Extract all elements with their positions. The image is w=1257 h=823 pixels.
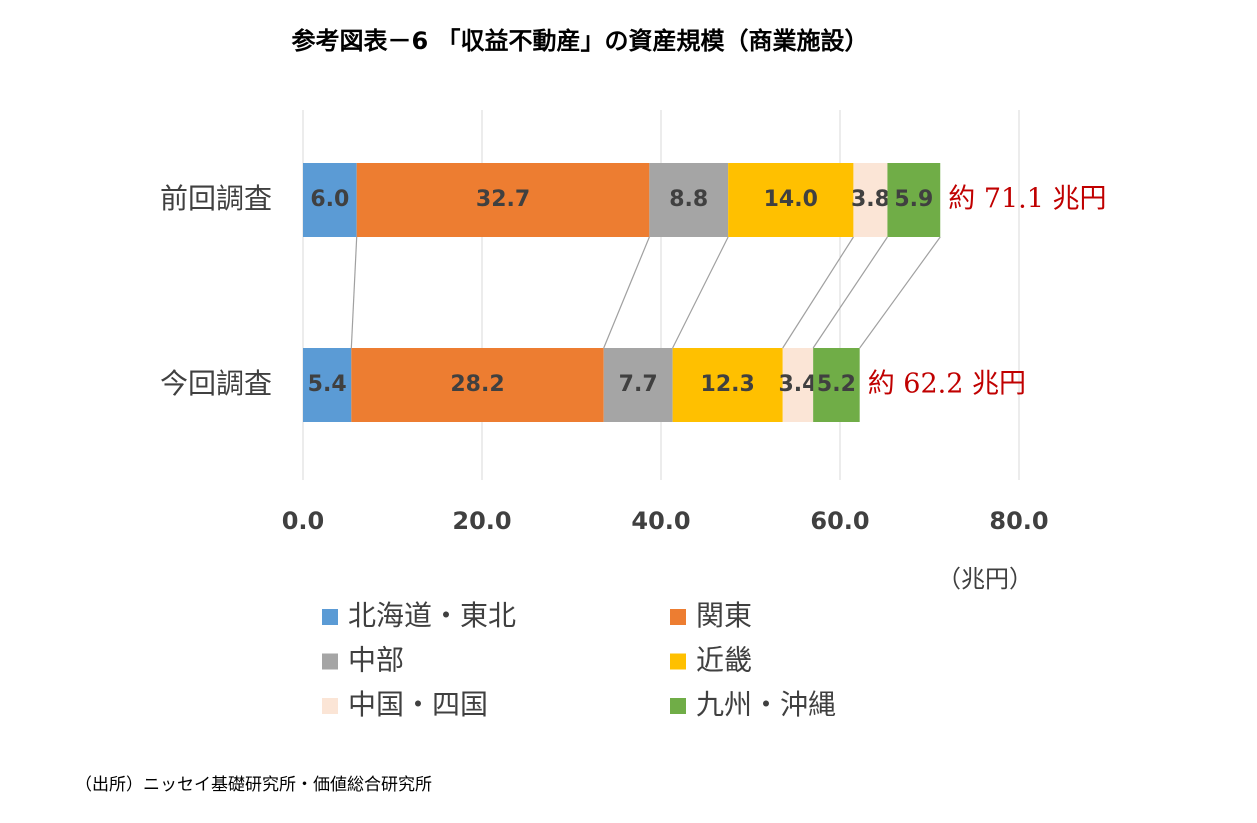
source: （出所）ニッセイ基礎研究所・価値総合研究所 [75, 775, 432, 795]
data-label: 5.2 [817, 372, 856, 397]
x-tick-label: 40.0 [631, 507, 690, 535]
bar [782, 348, 814, 422]
bar [356, 163, 650, 237]
x-unit: （兆円） [937, 565, 1033, 593]
connector-line [782, 236, 854, 349]
legend-label: 北海道・東北 [348, 599, 516, 632]
legend-swatch [670, 653, 686, 670]
connector-line [672, 236, 729, 349]
x-tick-label: 80.0 [989, 507, 1048, 535]
x-tick-label: 20.0 [452, 507, 511, 535]
legend-swatch [670, 609, 686, 625]
legend-label: 中部 [348, 644, 404, 677]
data-label: 12.3 [701, 372, 755, 397]
legend-swatch [670, 698, 686, 714]
bar [603, 348, 673, 422]
bar [351, 348, 604, 422]
data-label: 7.7 [619, 372, 658, 397]
legend-label: 近畿 [696, 644, 752, 677]
legend-swatch [322, 698, 338, 714]
data-label: 14.0 [764, 187, 818, 212]
bar [853, 163, 888, 237]
bar [887, 163, 941, 237]
connector-line [603, 236, 650, 349]
data-label: 5.9 [894, 187, 933, 212]
x-tick-label: 0.0 [282, 507, 325, 535]
bar [303, 348, 352, 422]
chart-title: 参考図表－6 「収益不動産」の資産規模（商業施設） [291, 27, 868, 55]
data-label: 8.8 [669, 187, 708, 212]
y-tick-label: 今回調査 [160, 367, 272, 400]
legend-label: 中国・四国 [348, 688, 488, 721]
legend-label: 関東 [696, 599, 752, 632]
data-label: 32.7 [476, 187, 530, 212]
data-label: 28.2 [450, 372, 504, 397]
connector-line [350, 236, 358, 349]
legend-swatch [322, 653, 338, 670]
data-label: 5.4 [308, 372, 347, 397]
bar [303, 163, 357, 237]
data-label: 6.0 [310, 187, 349, 212]
bar [672, 348, 783, 422]
legend-label: 九州・沖縄 [696, 688, 836, 721]
connector-line [859, 236, 941, 349]
legend-swatch [322, 609, 338, 625]
bar [728, 163, 854, 237]
data-label: 3.4 [778, 372, 817, 397]
y-tick-label: 前回調査 [160, 182, 272, 215]
bar [813, 348, 860, 422]
total-annotation: 約 71.1 兆円 [948, 184, 1106, 215]
connector-line [812, 236, 888, 349]
data-label: 3.8 [851, 187, 890, 212]
total-annotation: 約 62.2 兆円 [868, 369, 1026, 400]
x-tick-label: 60.0 [810, 507, 869, 535]
bar [649, 163, 729, 237]
